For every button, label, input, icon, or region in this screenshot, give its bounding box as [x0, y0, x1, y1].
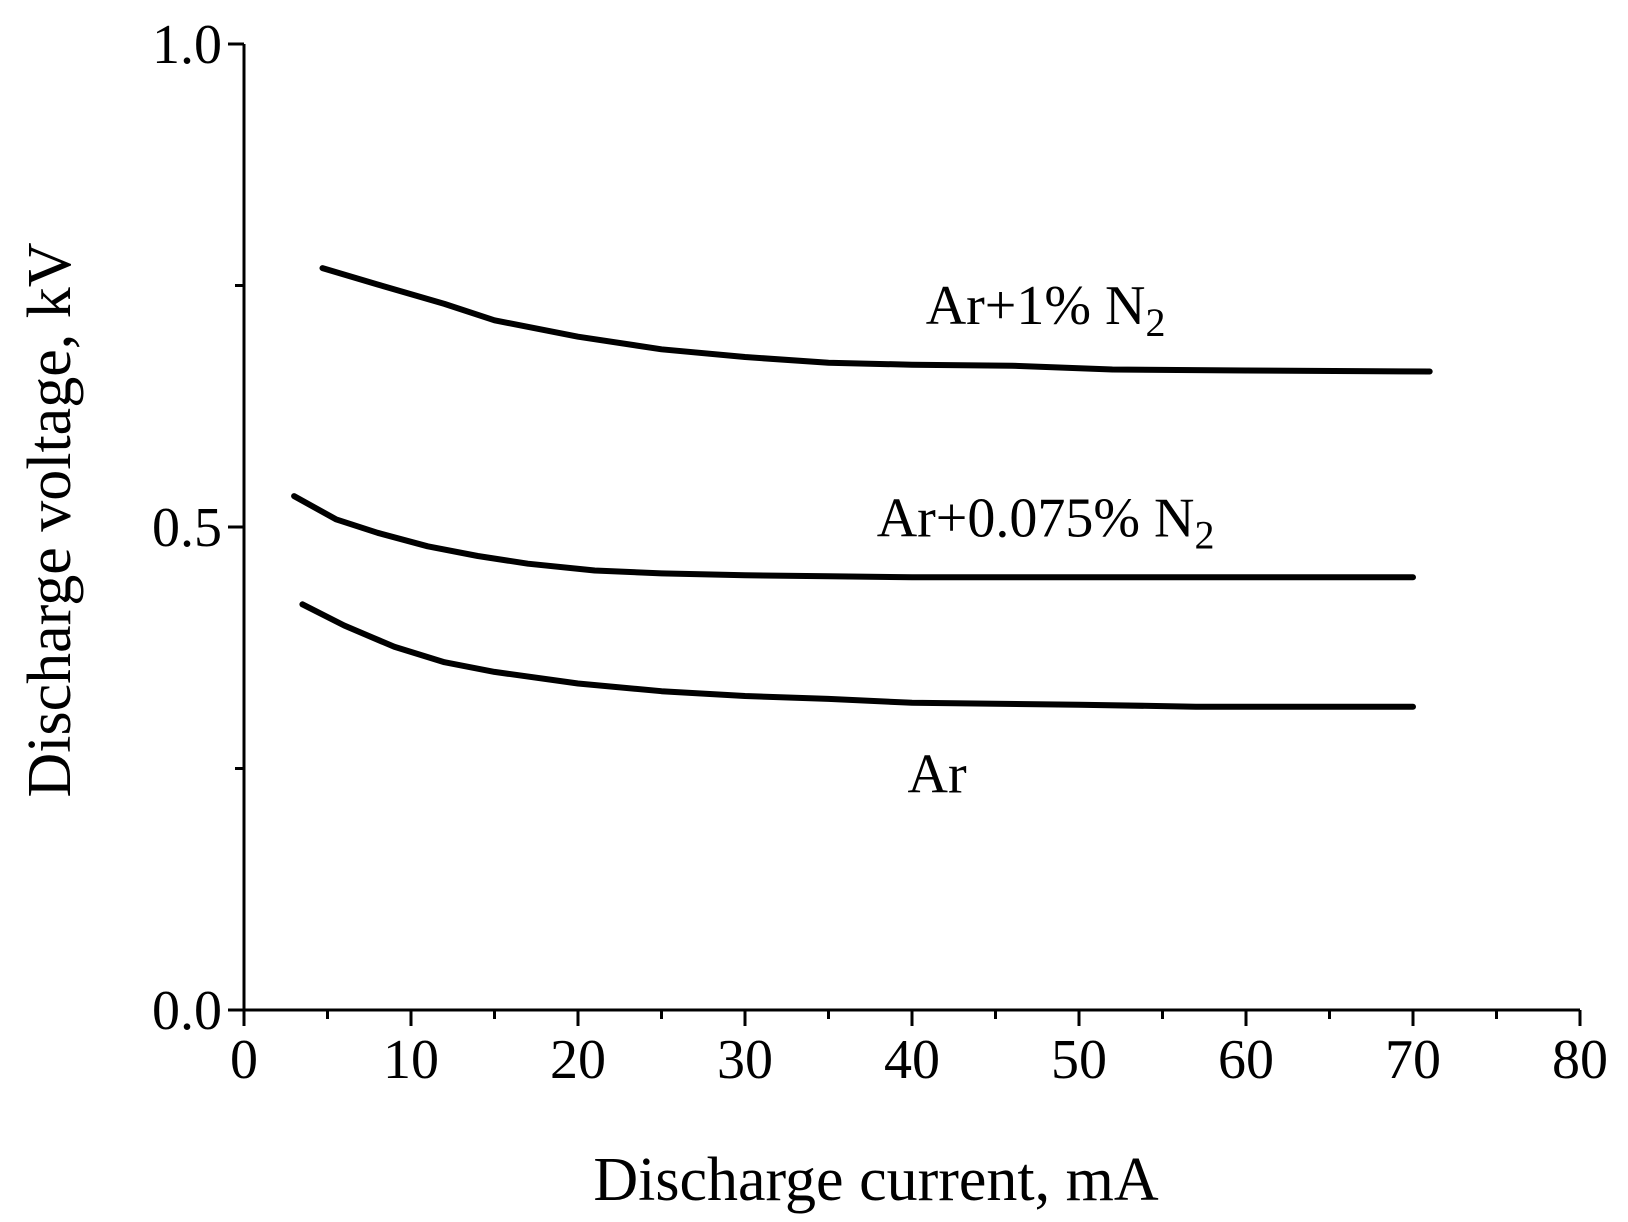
series-line [299, 601, 1416, 710]
x-tick-label: 0 [230, 1029, 258, 1091]
x-tick-label: 30 [717, 1029, 773, 1091]
series-label: Ar [908, 744, 967, 806]
axes: 0 10 20 30 40 50 60 70 80 0.0 0.5 1.0 [152, 14, 1608, 1091]
x-tick-label: 10 [383, 1029, 439, 1091]
series-label: Ar+0.075% N2 [877, 488, 1215, 558]
series-lines [291, 265, 1433, 710]
series-line [291, 493, 1416, 581]
y-tick-label: 0.0 [152, 980, 222, 1042]
x-tick-label: 70 [1385, 1029, 1441, 1091]
x-tick-label: 60 [1218, 1029, 1274, 1091]
x-tick-label: 80 [1552, 1029, 1608, 1091]
series-labels: Ar+1% N2 Ar+0.075% N2 Ar [877, 275, 1215, 806]
series-label: Ar+1% N2 [926, 275, 1166, 345]
x-axis-label: Discharge current, mA [593, 1146, 1158, 1214]
series-line [319, 265, 1433, 375]
y-tick-label: 0.5 [152, 497, 222, 559]
y-tick-label: 1.0 [152, 14, 222, 76]
x-tick-label: 40 [884, 1029, 940, 1091]
y-axis-label: Discharge voltage, kV [16, 242, 84, 797]
x-tick-label: 20 [550, 1029, 606, 1091]
x-tick-label: 50 [1051, 1029, 1107, 1091]
